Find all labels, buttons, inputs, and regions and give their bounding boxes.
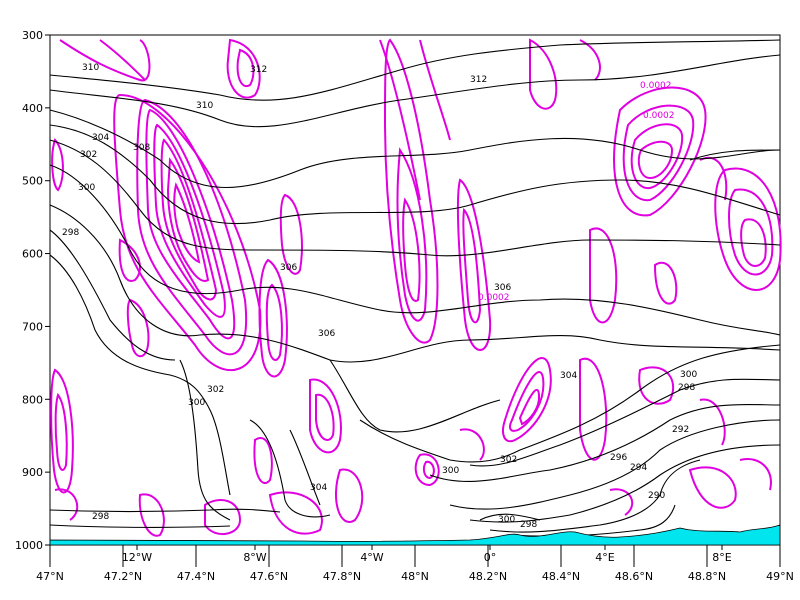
contour-label-300b: 300 bbox=[188, 398, 205, 408]
y-axis: 300 400 500 600 700 800 900 1000 bbox=[15, 29, 50, 552]
contour-label-310a: 310 bbox=[82, 63, 99, 73]
contour-label-m1: 0.0002 bbox=[640, 81, 672, 91]
contour-label-312a: 312 bbox=[250, 65, 267, 75]
contour-label-310b: 310 bbox=[196, 101, 213, 111]
y-tick-label-800: 800 bbox=[22, 393, 43, 406]
y-tick-label-900: 900 bbox=[22, 466, 43, 479]
contour-label-298: 298 bbox=[62, 228, 79, 238]
lat-tick-label-8: 48.6°N bbox=[615, 570, 653, 583]
lat-tick-label-4: 47.8°N bbox=[323, 570, 361, 583]
contour-label-308: 308 bbox=[133, 143, 150, 153]
contour-label-302: 302 bbox=[80, 150, 97, 160]
lon-tick-label-2: 4°W bbox=[360, 551, 383, 564]
lat-tick-label-0: 47°N bbox=[36, 570, 64, 583]
contour-label-306c: 306 bbox=[280, 263, 297, 273]
contour-label-306b: 306 bbox=[494, 283, 511, 293]
terrain-fill bbox=[49, 524, 781, 546]
y-tick-label-300: 300 bbox=[22, 29, 43, 42]
contour-label-304b: 304 bbox=[560, 371, 577, 381]
lon-tick-label-3: 0° bbox=[484, 551, 497, 564]
magenta-contours bbox=[50, 38, 782, 537]
x-axis-lon: 12°W 8°W 4°W 0° 4°E 8°E bbox=[122, 545, 732, 564]
x-axis-lat: 47°N 47.2°N 47.4°N 47.6°N 47.8°N 48°N 48.2°N 48… bbox=[36, 545, 794, 583]
lat-tick-label-7: 48.4°N bbox=[542, 570, 580, 583]
contour-label-294: 294 bbox=[630, 463, 647, 473]
contour-label-312b: 312 bbox=[470, 75, 487, 85]
y-tick-label-400: 400 bbox=[22, 102, 43, 115]
y-tick-label-1000: 1000 bbox=[15, 539, 43, 552]
contour-label-306a: 306 bbox=[318, 329, 335, 339]
contour-label-300c: 300 bbox=[680, 370, 697, 380]
contour-label-300e: 300 bbox=[442, 466, 459, 476]
lon-tick-label-0: 12°W bbox=[122, 551, 152, 564]
lon-tick-label-1: 8°W bbox=[243, 551, 266, 564]
lat-tick-label-5: 48°N bbox=[401, 570, 429, 583]
y-tick-label-500: 500 bbox=[22, 175, 43, 188]
contour-label-292: 292 bbox=[672, 425, 689, 435]
lat-tick-label-3: 47.6°N bbox=[250, 570, 288, 583]
theta-contours bbox=[49, 39, 781, 537]
contour-label-m2: 0.0002 bbox=[478, 293, 510, 303]
contour-label-302b: 302 bbox=[207, 385, 224, 395]
contour-label-300: 300 bbox=[78, 183, 95, 193]
lat-tick-label-10: 49°N bbox=[766, 570, 794, 583]
contour-label-296: 296 bbox=[610, 453, 627, 463]
lon-tick-label-5: 8°E bbox=[712, 551, 731, 564]
lat-tick-label-1: 47.2°N bbox=[104, 570, 142, 583]
contour-label-290: 290 bbox=[648, 491, 665, 501]
contour-label-m3: 0.0002 bbox=[643, 111, 675, 121]
contour-label-304: 304 bbox=[92, 133, 109, 143]
y-tick-label-600: 600 bbox=[22, 248, 43, 261]
y-tick-label-700: 700 bbox=[22, 320, 43, 333]
contour-label-298b: 298 bbox=[678, 383, 695, 393]
contour-label-298c: 298 bbox=[520, 520, 537, 530]
lon-tick-label-4: 4°E bbox=[595, 551, 614, 564]
lat-tick-label-9: 48.8°N bbox=[688, 570, 726, 583]
lat-tick-label-6: 48.2°N bbox=[469, 570, 507, 583]
contour-label-298d: 298 bbox=[92, 512, 109, 522]
contour-label-300d: 300 bbox=[498, 515, 515, 525]
lat-tick-label-2: 47.4°N bbox=[177, 570, 215, 583]
contour-label-304c: 304 bbox=[310, 483, 327, 493]
theta-contour-labels: 310 310 312 312 308 304 302 300 298 306 … bbox=[62, 63, 697, 530]
contour-label-302c: 302 bbox=[500, 455, 517, 465]
